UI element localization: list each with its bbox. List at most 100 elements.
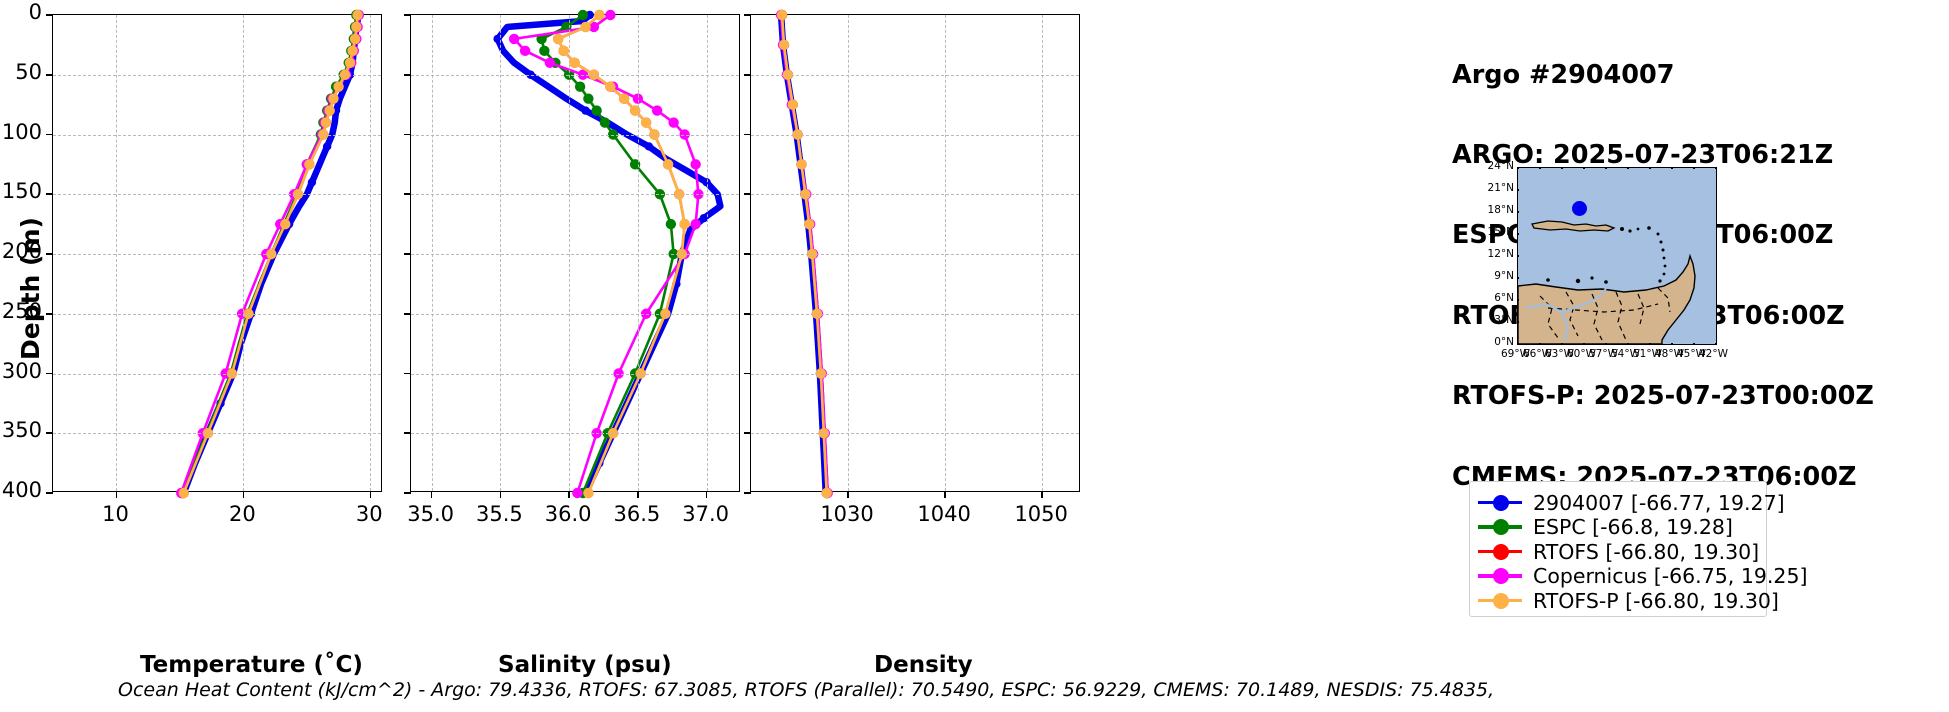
axis-tick — [744, 193, 751, 196]
legend-line-swatch — [1478, 494, 1522, 511]
argo-time-line: ARGO: 2025-07-23T06:21Z — [1452, 139, 1834, 170]
salinity-tick-label: 36.0 — [544, 502, 592, 526]
map-longitude-label: 45°W — [1677, 348, 1706, 360]
axis-tick — [404, 193, 411, 196]
map-longitude-label: 42°W — [1699, 348, 1728, 360]
salinity-tick-label: 36.5 — [613, 502, 661, 526]
legend-line-swatch — [1478, 568, 1522, 585]
temperature-tick-label: 20 — [229, 502, 256, 526]
temperature-panel — [46, 9, 382, 499]
map-axis-tick — [1518, 189, 1519, 191]
axis-tick — [46, 193, 53, 196]
gridline-horizontal — [53, 313, 381, 315]
axis-tick — [242, 491, 245, 498]
legend-item-label: RTOFS-P [-66.80, 19.30] — [1533, 588, 1779, 613]
location-map: 24°N 21°N 18°N 15°N 12°N 9°N 6°N 3°N 0°N 69°W 66°W… — [1488, 160, 1728, 360]
map-axis-tick — [1539, 343, 1541, 344]
gridline-horizontal — [751, 313, 1079, 315]
map-axis-tick — [1627, 168, 1629, 169]
legend-item[interactable]: Copernicus [-66.75, 19.25] — [1478, 564, 1808, 589]
axis-tick — [404, 492, 411, 494]
axis-tick — [46, 14, 53, 16]
gridline-vertical — [370, 15, 372, 491]
gridline-horizontal — [411, 433, 739, 435]
axis-tick — [404, 372, 411, 375]
map-axis-tick — [1693, 168, 1695, 169]
axis-tick — [46, 372, 53, 375]
map-axis-tick — [1583, 343, 1585, 344]
density-panel — [744, 9, 1080, 499]
salinity-tick-label: 35.0 — [407, 502, 454, 526]
axis-tick — [115, 491, 118, 498]
axis-tick — [944, 491, 946, 498]
gridline-horizontal — [53, 134, 381, 136]
map-longitude-label: 57°W — [1589, 348, 1618, 360]
map-axis-tick — [1627, 343, 1629, 344]
legend-item[interactable]: ESPC [-66.8, 19.28] — [1478, 515, 1733, 540]
depth-tick-label: 100 — [1, 119, 42, 144]
depth-tick-label: 300 — [1, 358, 42, 383]
map-axis-tick — [1649, 168, 1651, 169]
gridline-vertical — [500, 15, 502, 491]
axis-tick — [744, 253, 751, 255]
temperature-axis-title: Temperature (˚C) — [140, 652, 363, 678]
map-axis-tick — [1518, 168, 1519, 169]
axis-tick — [744, 312, 751, 315]
map-longitude-label: 66°W — [1523, 348, 1552, 360]
map-longitude-label: 48°W — [1655, 348, 1684, 360]
axis-tick — [499, 491, 502, 498]
salinity-tick-label: 35.5 — [475, 502, 523, 526]
gridline-horizontal — [751, 373, 1079, 375]
map-axis-tick — [1561, 168, 1563, 169]
density-axis-title: Density — [874, 652, 973, 678]
gridline-horizontal — [53, 433, 381, 435]
map-latitude-label: 3°N — [1494, 314, 1514, 326]
map-axis-tick — [1518, 233, 1519, 235]
axis-tick — [404, 133, 411, 136]
legend-item[interactable]: 2904007 [-66.77, 19.27] — [1478, 490, 1785, 515]
map-longitude-label: 54°W — [1611, 348, 1640, 360]
axis-tick — [847, 491, 849, 498]
gridline-horizontal — [53, 373, 381, 375]
gridline-vertical — [569, 15, 571, 491]
legend-marker-dot — [1492, 568, 1509, 585]
axis-tick — [46, 253, 53, 255]
gridline-vertical — [945, 15, 947, 491]
gridline-horizontal — [53, 194, 381, 196]
axis-tick — [46, 312, 53, 315]
map-latitude-label: 18°N — [1487, 204, 1514, 216]
gridline-horizontal — [411, 313, 739, 315]
depth-tick-label: 50 — [15, 59, 42, 84]
axis-tick — [46, 432, 53, 435]
gridline-vertical — [637, 15, 639, 491]
legend-item[interactable]: RTOFS-P [-66.80, 19.30] — [1478, 588, 1779, 613]
axis-tick — [430, 491, 433, 498]
map-longitude-label: 60°W — [1567, 348, 1596, 360]
gridline-vertical — [706, 15, 708, 491]
axis-tick — [568, 491, 570, 498]
gridline-vertical — [243, 15, 245, 491]
map-axis-tick — [1605, 168, 1607, 169]
map-axis-tick — [1539, 168, 1541, 169]
gridline-vertical — [848, 15, 850, 491]
axis-tick — [404, 253, 411, 255]
gridline-horizontal — [53, 74, 381, 76]
depth-tick-label: 150 — [1, 179, 42, 204]
axis-tick — [404, 73, 411, 76]
axis-tick — [705, 491, 708, 498]
gridline-vertical — [116, 15, 118, 491]
axis-tick — [744, 133, 751, 136]
axis-tick — [369, 491, 372, 498]
legend-marker-dot — [1492, 519, 1509, 536]
map-axis-tick — [1715, 168, 1716, 169]
map-axis-tick — [1605, 343, 1607, 344]
gridline-horizontal — [751, 433, 1079, 435]
argo-position-marker — [1572, 201, 1587, 216]
axis-tick — [404, 432, 411, 435]
legend-item-label: Copernicus [-66.75, 19.25] — [1533, 564, 1808, 588]
map-longitude-label: 69°W — [1501, 348, 1530, 360]
legend-item[interactable]: RTOFS [-66.80, 19.30] — [1478, 539, 1759, 564]
legend-item-label: 2904007 [-66.77, 19.27] — [1533, 490, 1785, 515]
depth-tick-label: 200 — [1, 239, 42, 263]
gridline-horizontal — [751, 194, 1079, 196]
